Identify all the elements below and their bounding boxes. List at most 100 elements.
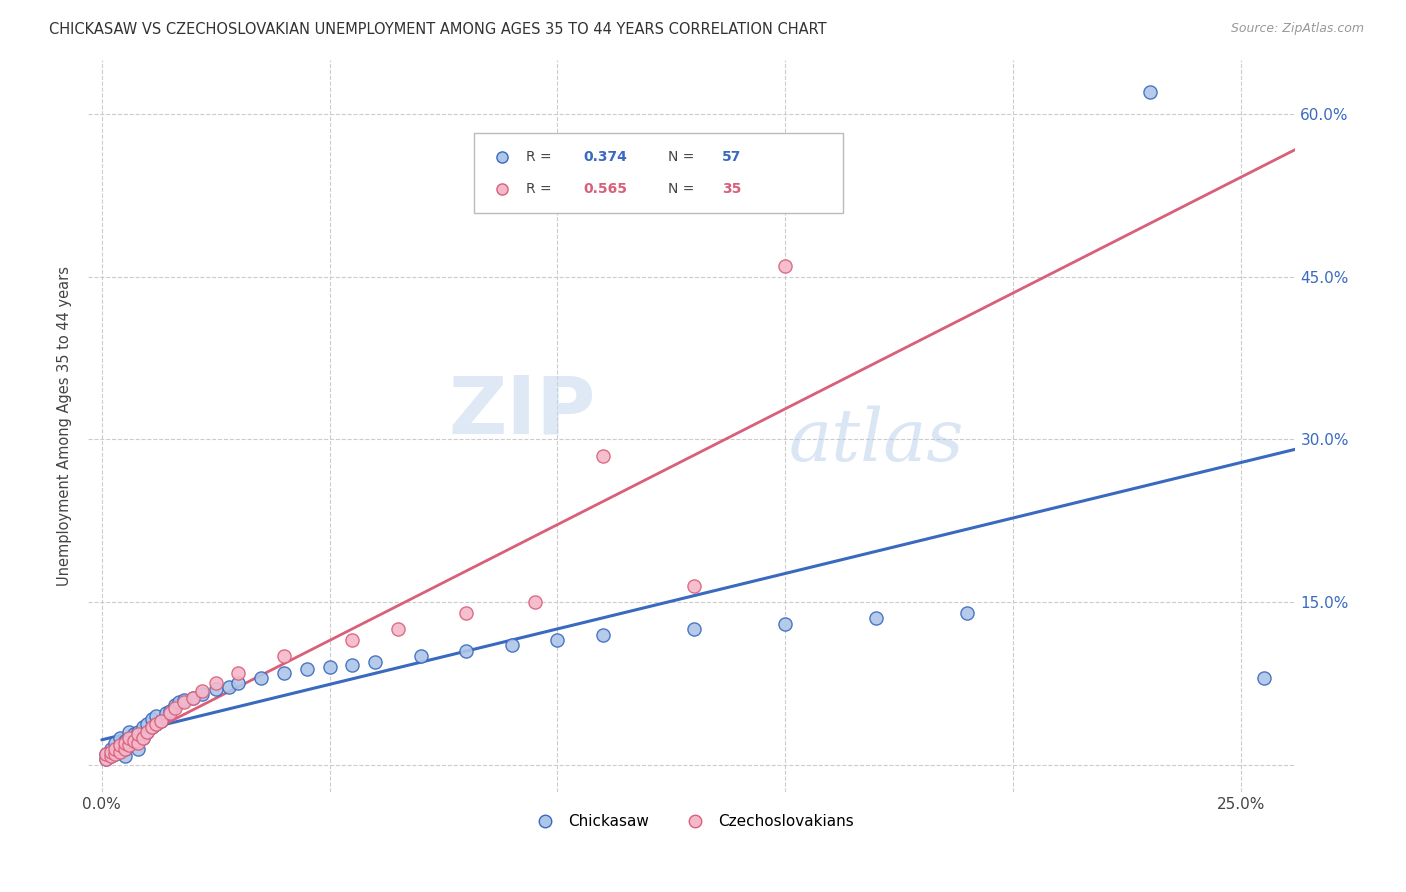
Point <box>122 736 145 750</box>
Text: ZIP: ZIP <box>449 372 595 450</box>
Point <box>501 639 523 653</box>
Point <box>127 725 149 739</box>
Point <box>118 725 141 739</box>
Point <box>163 701 186 715</box>
Point <box>546 633 568 648</box>
Point <box>273 649 295 664</box>
Point <box>122 727 145 741</box>
Text: N =: N = <box>668 150 699 164</box>
Point <box>155 706 177 720</box>
Text: 0.565: 0.565 <box>583 182 627 196</box>
Point <box>364 655 387 669</box>
Point <box>592 627 614 641</box>
Point <box>104 741 127 756</box>
Point <box>145 709 167 723</box>
Text: 57: 57 <box>723 150 741 164</box>
Point <box>118 739 141 753</box>
Point <box>409 649 432 664</box>
Point <box>159 704 181 718</box>
Point <box>114 741 136 756</box>
Point <box>159 706 181 720</box>
Point <box>104 736 127 750</box>
Point <box>104 747 127 761</box>
Point <box>204 681 226 696</box>
Point <box>100 749 122 764</box>
Point <box>136 725 159 739</box>
Point <box>127 734 149 748</box>
Point <box>96 747 118 761</box>
Point <box>592 449 614 463</box>
Point <box>169 695 191 709</box>
Point <box>150 714 173 729</box>
Point <box>150 714 173 729</box>
Point <box>96 752 118 766</box>
Text: 35: 35 <box>723 182 741 196</box>
Point <box>456 606 478 620</box>
Point <box>108 745 131 759</box>
Point <box>114 736 136 750</box>
Point <box>132 731 155 745</box>
FancyBboxPatch shape <box>474 133 842 213</box>
Legend: Chickasaw, Czechoslovakians: Chickasaw, Czechoslovakians <box>524 808 859 836</box>
Point <box>96 747 118 761</box>
Point <box>181 690 204 705</box>
Point <box>683 622 706 636</box>
Point <box>683 579 706 593</box>
Point <box>141 712 163 726</box>
Point <box>114 749 136 764</box>
Text: 0.374: 0.374 <box>583 150 627 164</box>
Point <box>108 739 131 753</box>
Point <box>173 695 195 709</box>
Text: R =: R = <box>526 182 557 196</box>
Point <box>114 734 136 748</box>
Point <box>96 752 118 766</box>
Point <box>456 644 478 658</box>
Point <box>228 676 250 690</box>
Point <box>141 720 163 734</box>
Point <box>108 745 131 759</box>
Point <box>132 720 155 734</box>
Point <box>295 662 318 676</box>
Point <box>100 749 122 764</box>
Point <box>118 731 141 745</box>
Text: CHICKASAW VS CZECHOSLOVAKIAN UNEMPLOYMENT AMONG AGES 35 TO 44 YEARS CORRELATION : CHICKASAW VS CZECHOSLOVAKIAN UNEMPLOYMEN… <box>49 22 827 37</box>
Point <box>141 720 163 734</box>
Point <box>773 616 796 631</box>
Text: Source: ZipAtlas.com: Source: ZipAtlas.com <box>1230 22 1364 36</box>
Point <box>173 692 195 706</box>
Text: R =: R = <box>526 150 557 164</box>
Point <box>1253 671 1275 685</box>
Point <box>100 745 122 759</box>
Point <box>118 731 141 745</box>
Point <box>108 731 131 745</box>
Point <box>228 665 250 680</box>
Point <box>104 747 127 761</box>
Point <box>100 741 122 756</box>
Point <box>145 716 167 731</box>
Point <box>108 739 131 753</box>
Point <box>136 725 159 739</box>
Point <box>318 660 340 674</box>
Text: atlas: atlas <box>789 405 965 475</box>
Point <box>523 595 546 609</box>
Point <box>127 727 149 741</box>
Point <box>191 684 214 698</box>
Point <box>132 731 155 745</box>
Point <box>273 665 295 680</box>
Point <box>145 716 167 731</box>
Point <box>114 741 136 756</box>
Point <box>136 716 159 731</box>
Point <box>163 698 186 713</box>
Point <box>118 739 141 753</box>
Point <box>956 606 979 620</box>
Point <box>218 680 240 694</box>
Point <box>127 736 149 750</box>
Point <box>204 676 226 690</box>
Text: N =: N = <box>668 182 699 196</box>
Point <box>122 734 145 748</box>
Point <box>181 690 204 705</box>
Y-axis label: Unemployment Among Ages 35 to 44 years: Unemployment Among Ages 35 to 44 years <box>58 266 72 586</box>
Point <box>387 622 409 636</box>
Point <box>342 633 364 648</box>
Point <box>342 658 364 673</box>
